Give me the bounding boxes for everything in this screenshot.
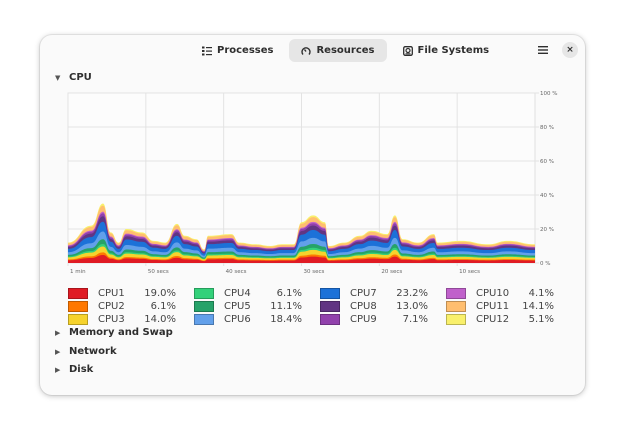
section-disk[interactable]: ▶ Disk [55,364,93,375]
tab-label: File Systems [417,45,490,56]
close-button[interactable]: × [562,42,578,58]
cpu-name: CPU2 [98,300,125,312]
legend-item-cpu8: CPU8 13.0% [320,300,428,312]
cpu-usage: 4.1% [528,287,554,299]
color-swatch[interactable] [446,287,466,299]
cpu-usage: 19.0% [144,287,176,299]
cpu-usage: 6.1% [150,300,176,312]
cpu-usage: 7.1% [402,313,428,325]
area-cpu1 [68,254,535,263]
section-network[interactable]: ▶ Network [55,346,117,357]
legend-item-cpu5: CPU5 11.1% [194,300,302,312]
cpu-name: CPU10 [476,287,510,299]
color-swatch[interactable] [68,287,88,299]
legend-item-cpu12: CPU12 5.1% [446,313,554,325]
legend-item-cpu2: CPU2 6.1% [68,300,176,312]
legend-item-cpu1: CPU1 19.0% [68,287,176,299]
x-tick-label: 20 secs [381,269,402,275]
cpu-name: CPU12 [476,313,510,325]
cpu-name: CPU4 [224,287,251,299]
color-swatch[interactable] [320,313,340,325]
y-tick-label: 60 % [540,159,554,165]
color-swatch[interactable] [68,300,88,312]
color-swatch[interactable] [320,300,340,312]
header-bar: Processes Resources File Systems × [40,35,585,65]
cpu-usage: 23.2% [396,287,428,299]
y-tick-label: 80 % [540,125,554,131]
expander-arrow-icon: ▶ [55,328,61,337]
x-tick-label: 1 min [70,269,86,275]
x-tick-label: 30 secs [304,269,325,275]
color-swatch[interactable] [194,313,214,325]
y-tick-label: 20 % [540,227,554,233]
cpu-name: CPU3 [98,313,125,325]
color-swatch[interactable] [320,287,340,299]
cpu-usage: 13.0% [396,300,428,312]
tab-file-systems[interactable]: File Systems [391,39,502,62]
y-tick-label: 40 % [540,193,554,199]
cpu-usage: 14.0% [144,313,176,325]
x-tick-label: 50 secs [148,269,169,275]
section-label: Disk [69,364,94,375]
color-swatch[interactable] [194,300,214,312]
legend-item-cpu11: CPU11 14.1% [446,300,554,312]
color-swatch[interactable] [68,313,88,325]
section-cpu[interactable]: ▼ CPU [55,72,92,83]
legend-item-cpu6: CPU6 18.4% [194,313,302,325]
section-label: Memory and Swap [69,327,173,338]
x-tick-label: 10 secs [459,269,480,275]
section-label: Network [69,346,117,357]
x-tick-label: 40 secs [226,269,247,275]
cpu-history-chart: 100 % 80 % 60 % 40 % 20 % 0 % 1 min 50 secs 40 s… [67,91,557,275]
cpu-name: CPU8 [350,300,377,312]
color-swatch[interactable] [446,313,466,325]
tab-label: Processes [217,45,274,56]
legend-item-cpu10: CPU10 4.1% [446,287,554,299]
hamburger-menu-icon[interactable] [536,43,550,57]
y-tick-label: 100 % [540,91,557,97]
expander-arrow-icon: ▶ [55,347,61,356]
cpu-usage: 6.1% [276,287,302,299]
cpu-usage: 5.1% [528,313,554,325]
cpu-name: CPU11 [476,300,510,312]
cpu-name: CPU1 [98,287,125,299]
color-swatch[interactable] [446,300,466,312]
close-icon: × [566,45,574,55]
tab-processes[interactable]: Processes [190,39,285,62]
list-icon [202,46,212,55]
y-tick-label: 0 % [540,261,550,267]
expander-arrow-icon: ▶ [55,365,61,374]
legend-item-cpu3: CPU3 14.0% [68,313,176,325]
cpu-name: CPU9 [350,313,377,325]
legend-item-cpu9: CPU9 7.1% [320,313,428,325]
section-memory-and-swap[interactable]: ▶ Memory and Swap [55,327,173,338]
cpu-usage: 11.1% [270,300,302,312]
cpu-usage: 14.1% [522,300,554,312]
legend-item-cpu7: CPU7 23.2% [320,287,428,299]
view-switcher: Processes Resources File Systems [190,39,501,62]
legend-item-cpu4: CPU4 6.1% [194,287,302,299]
color-swatch[interactable] [194,287,214,299]
section-label: CPU [69,72,92,83]
cpu-usage: 18.4% [270,313,302,325]
cpu-name: CPU7 [350,287,377,299]
tab-resources[interactable]: Resources [289,39,387,62]
cpu-name: CPU5 [224,300,251,312]
tab-label: Resources [316,45,375,56]
expander-arrow-icon: ▼ [55,73,61,82]
cpu-name: CPU6 [224,313,251,325]
gauge-icon [301,46,312,55]
disk-icon [402,45,413,56]
